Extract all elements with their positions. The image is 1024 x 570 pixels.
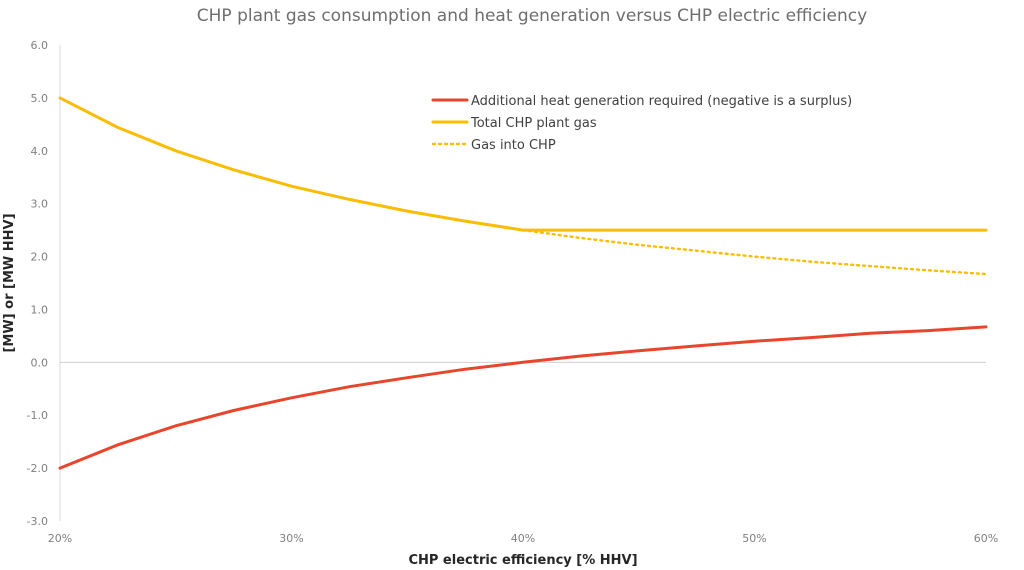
y-tick-label: 4.0 [31,145,49,158]
x-tick-label: 60% [974,532,998,545]
y-tick-label: 2.0 [31,251,49,264]
x-tick-label: 20% [48,532,72,545]
y-tick-label: -2.0 [27,462,48,475]
x-tick-label: 50% [742,532,766,545]
y-tick-label: 0.0 [31,356,49,369]
tick-labels: -3.0 -2.0 -1.0 0.0 1.0 2.0 3.0 4.0 5.0 6.0 20% 30% 4… [27,39,999,545]
y-axis-title: [MW] or [MW HHV] [2,213,17,352]
chart-title: CHP plant gas consumption and heat gener… [197,6,867,26]
y-tick-label: 6.0 [31,39,49,52]
series-lines [58,96,988,470]
y-tick-label: 3.0 [31,198,49,211]
y-tick-label: -3.0 [27,515,48,528]
y-tick-label: -1.0 [27,409,48,422]
series-line-3 [521,228,988,276]
x-tick-label: 30% [279,532,303,545]
x-axis-title: CHP electric efficiency [% HHV] [408,553,637,568]
x-tick-label: 40% [511,532,535,545]
legend-label: Gas into CHP [471,138,556,153]
y-tick-label: 5.0 [31,92,49,105]
series-line-1 [58,325,988,470]
y-tick-label: 1.0 [31,303,49,316]
legend-label: Total CHP plant gas [470,116,597,131]
legend: Additional heat generation required (neg… [431,94,852,153]
legend-label: Additional heat generation required (neg… [471,94,852,109]
